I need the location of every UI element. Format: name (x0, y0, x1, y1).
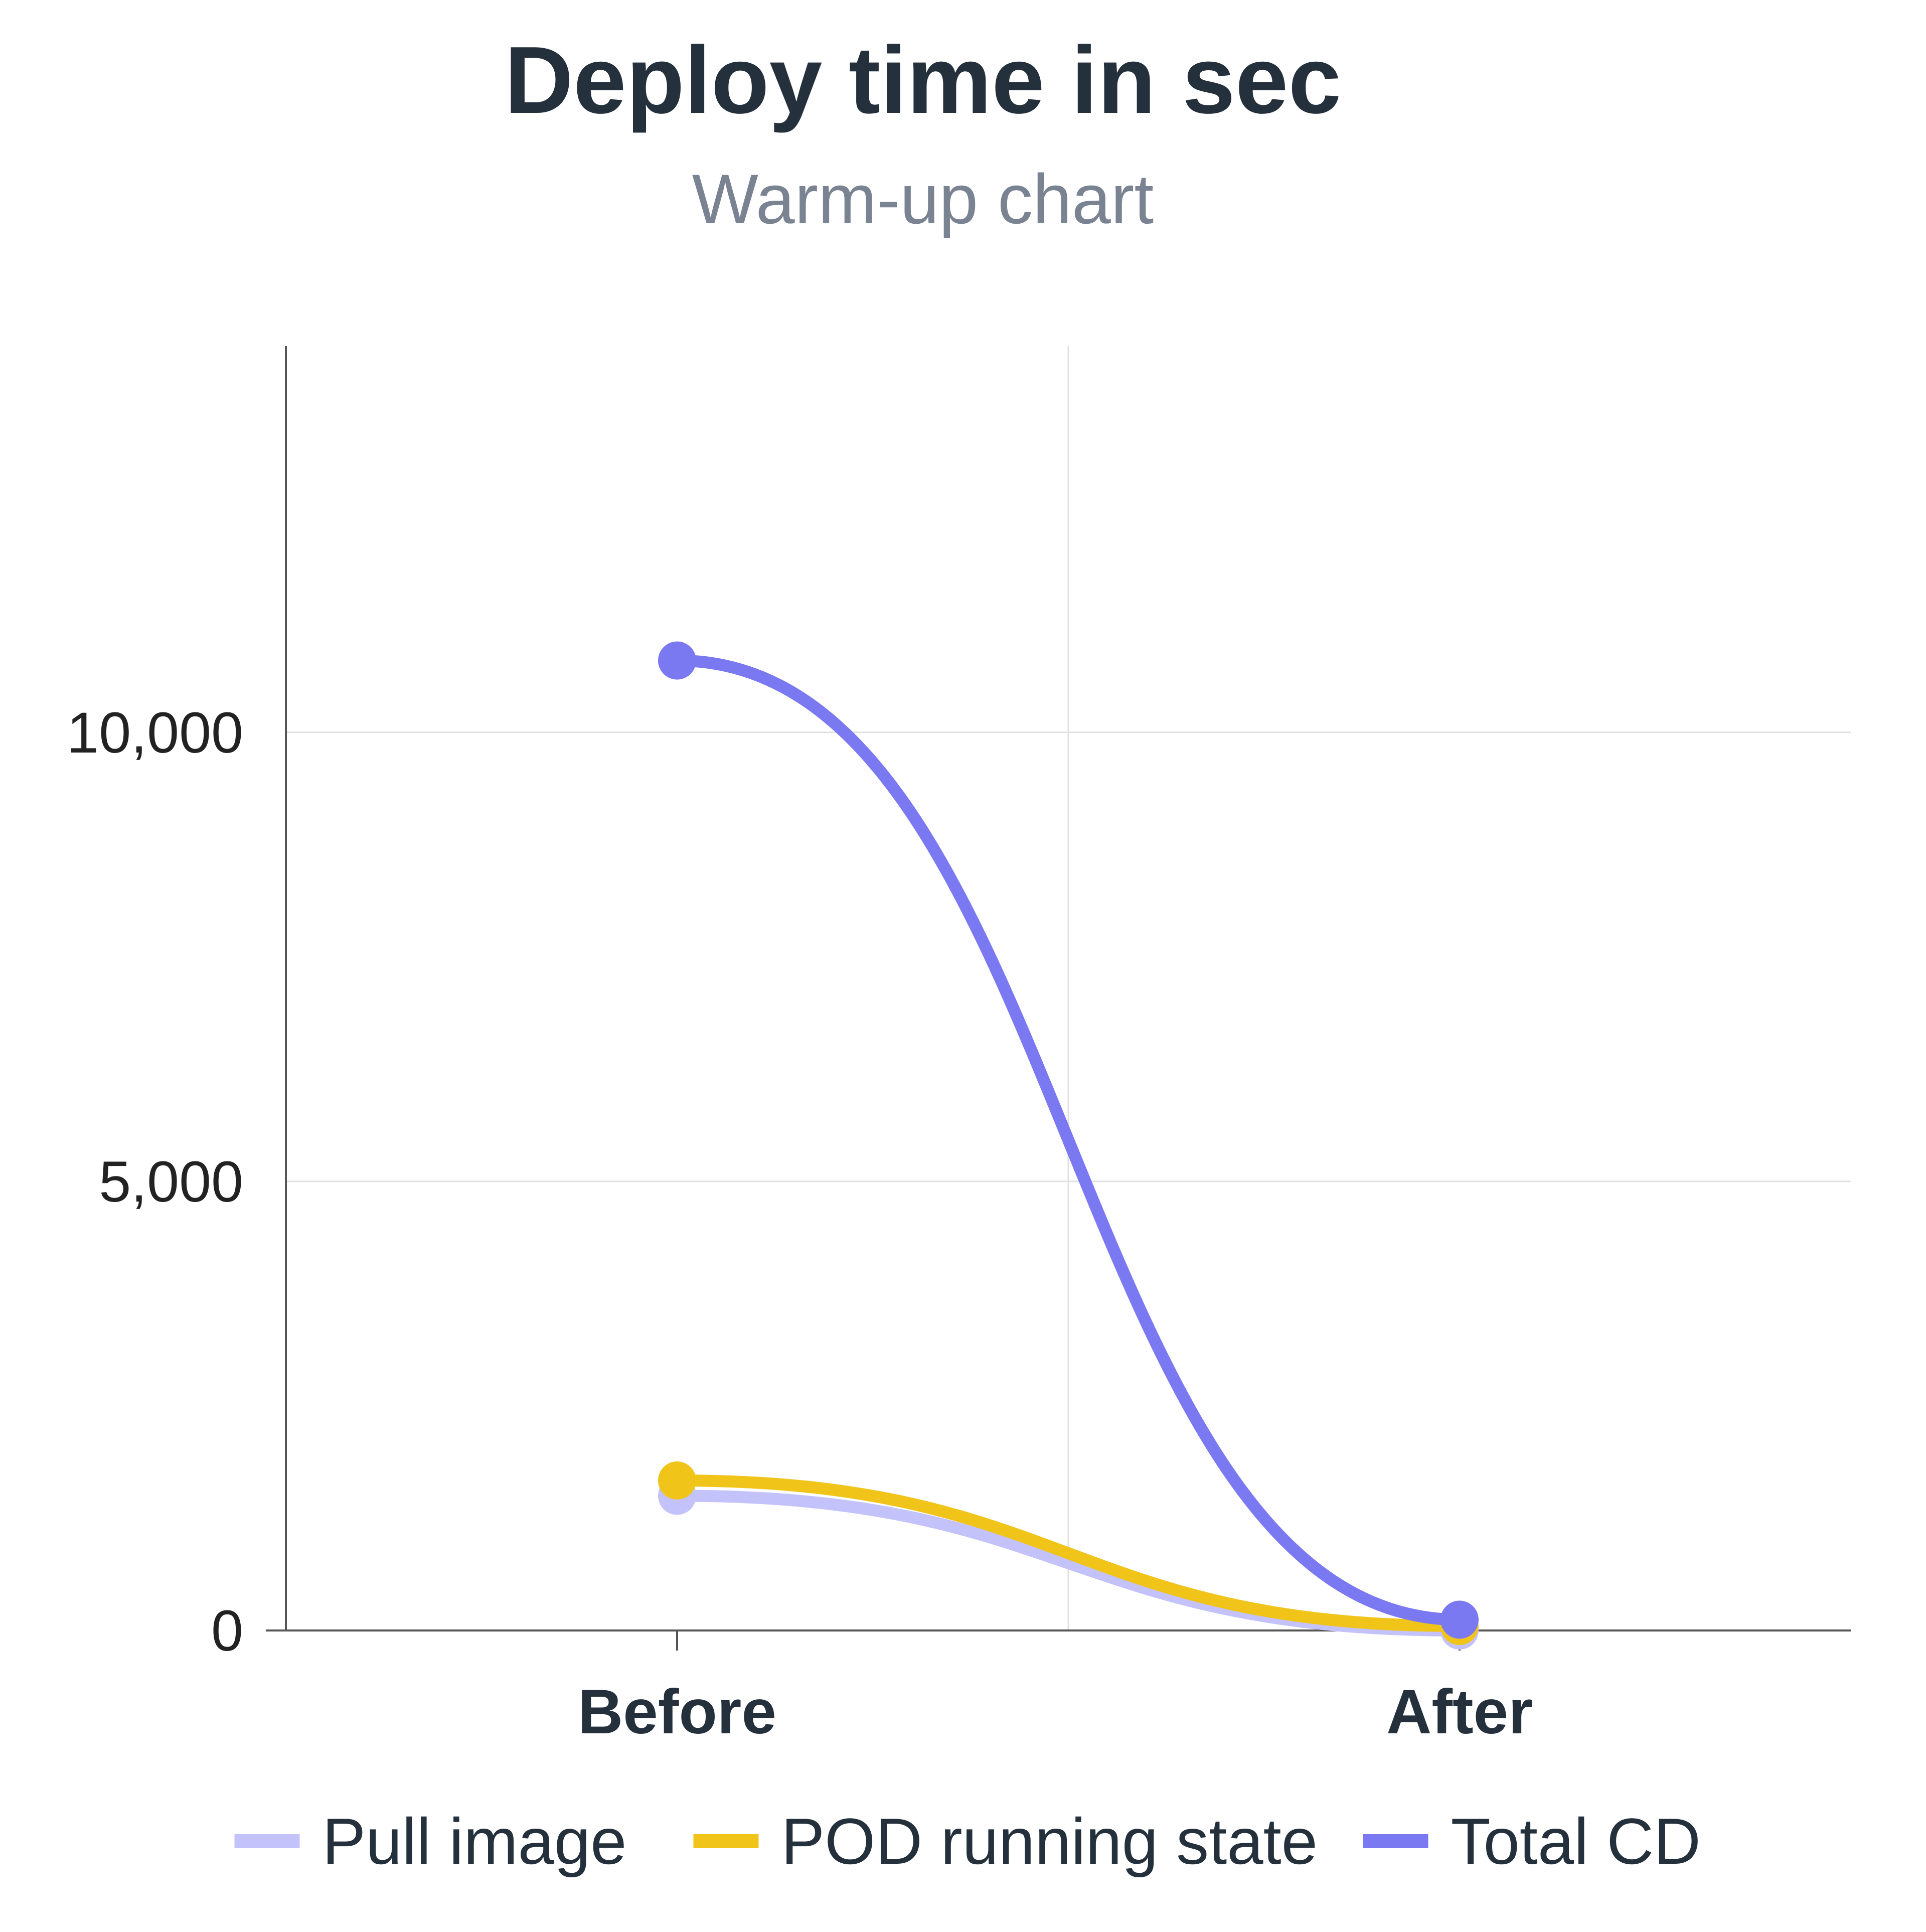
legend: Pull image POD running state Total CD (234, 1805, 1701, 1878)
legend-label[interactable]: Total CD (1451, 1805, 1701, 1878)
y-tick-label: 10,000 (67, 701, 243, 765)
legend-label[interactable]: Pull image (323, 1805, 627, 1878)
x-tick-label: Before (578, 1677, 776, 1747)
x-tick-label: After (1386, 1677, 1533, 1747)
series-lines (658, 641, 1479, 1650)
chart-title: Deploy time in sec (505, 27, 1341, 133)
legend-label[interactable]: POD running state (781, 1805, 1318, 1878)
series-line (671, 1474, 1466, 1632)
data-point (1440, 1600, 1479, 1639)
chart-subtitle: Warm-up chart (692, 160, 1154, 238)
y-tick-label: 0 (211, 1599, 243, 1663)
series-line (671, 654, 1466, 1626)
y-tick-label: 5,000 (99, 1150, 243, 1214)
y-axis-tick-labels: 0 5,000 10,000 (67, 701, 243, 1663)
data-point (658, 641, 696, 680)
x-axis-tick-labels: Before After (578, 1677, 1533, 1747)
gridlines (286, 346, 1851, 1630)
data-point (658, 1461, 696, 1500)
axes (266, 346, 1851, 1651)
